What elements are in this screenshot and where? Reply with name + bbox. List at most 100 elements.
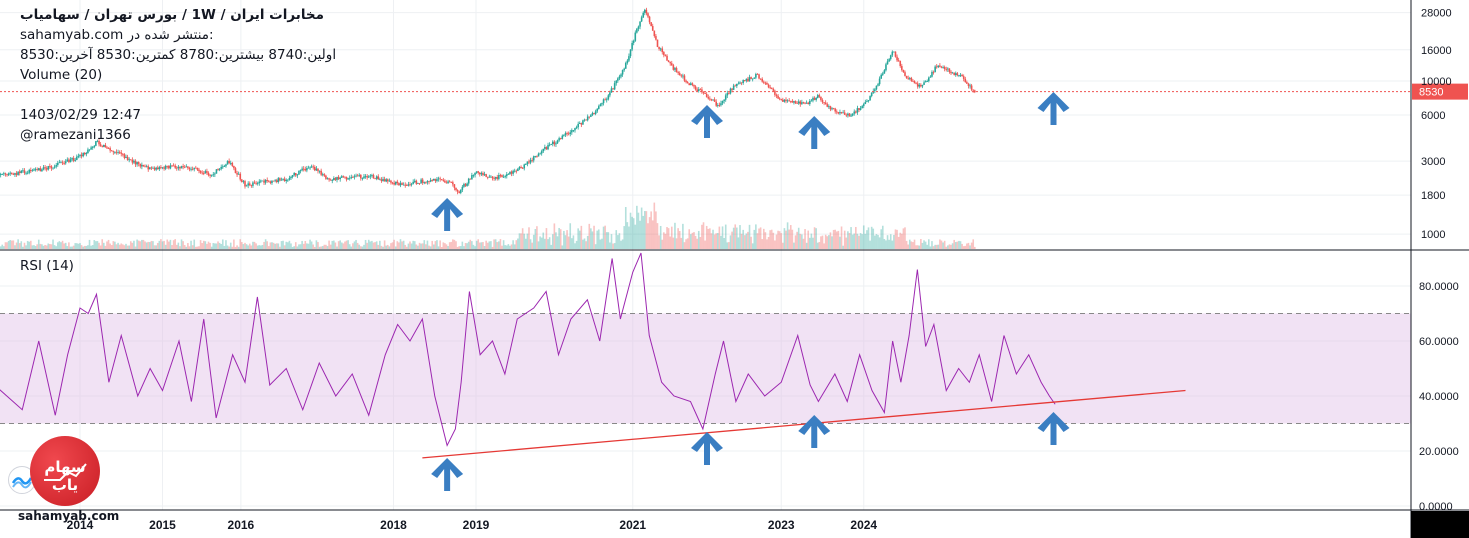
candle-body <box>574 128 576 131</box>
volume-bar <box>893 234 895 249</box>
volume-bar <box>716 233 719 249</box>
candle-body <box>149 167 151 170</box>
volume-bar <box>204 241 207 249</box>
rsi-legend[interactable]: RSI (14) <box>20 258 74 274</box>
volume-bar <box>401 241 403 249</box>
volume-bar <box>290 243 292 249</box>
volume-bar <box>591 231 594 249</box>
volume-bar <box>571 238 573 249</box>
volume-bar <box>747 231 749 249</box>
candle-body <box>320 170 322 175</box>
candle-body <box>125 156 127 159</box>
candle-body <box>551 141 554 145</box>
volume-bar <box>961 243 963 249</box>
volume-legend[interactable]: Volume (20) <box>20 67 103 83</box>
candle-body <box>831 108 833 110</box>
volume-bar <box>847 231 849 249</box>
volume-bar <box>463 246 465 249</box>
volume-bar <box>490 241 492 249</box>
candle-body <box>285 180 288 182</box>
volume-bar <box>883 239 886 249</box>
x-tick-label: 2024 <box>850 518 877 532</box>
volume-bar <box>98 242 100 249</box>
candle-body <box>358 174 361 176</box>
volume-bar <box>110 245 113 249</box>
volume-bar <box>190 240 192 249</box>
candle-body <box>9 172 11 174</box>
candle-body <box>778 98 781 100</box>
volume-bar <box>393 239 395 249</box>
rsi-tick-label: 20.0000 <box>1419 446 1459 458</box>
candle-body <box>482 172 484 176</box>
candle-body <box>812 97 814 101</box>
volume-bar <box>302 243 305 249</box>
candle-body <box>699 89 702 91</box>
chart-title[interactable]: مخابرات ایران / 1W / بورس تهران / سهامیا… <box>20 7 324 23</box>
candle-body <box>475 171 478 173</box>
candle-body <box>274 180 276 182</box>
x-tick-label: 2016 <box>228 518 255 532</box>
volume-bar <box>948 244 951 249</box>
volume-bar <box>310 241 313 249</box>
candle-body <box>160 167 162 168</box>
candle-body <box>724 95 727 100</box>
volume-bar <box>788 229 790 249</box>
volume-bar <box>355 239 357 249</box>
candle-body <box>866 101 868 102</box>
volume-bar <box>920 239 922 249</box>
volume-bar <box>239 239 242 249</box>
volume-bar <box>125 243 127 249</box>
candle-body <box>236 173 238 175</box>
candle-body <box>267 180 270 182</box>
candle-body <box>793 101 795 103</box>
volume-bar <box>864 233 867 249</box>
volume-bar <box>629 212 632 249</box>
candle-body <box>712 99 714 101</box>
brand-footer[interactable]: sahamyab.com <box>18 509 120 523</box>
volume-bar <box>321 246 324 249</box>
candle-body <box>122 153 124 155</box>
volume-bar <box>675 238 678 249</box>
candle-body <box>163 167 165 169</box>
volume-bar <box>588 223 591 249</box>
candle-body <box>747 78 749 82</box>
candle-body <box>556 140 559 144</box>
volume-bar <box>386 244 389 249</box>
candle-body <box>729 88 732 94</box>
volume-bar <box>964 245 967 249</box>
volume-bar <box>74 243 77 249</box>
volume-bar <box>680 237 683 249</box>
volume-bar <box>567 236 570 249</box>
volume-bar <box>360 246 362 249</box>
up-arrow-icon <box>431 198 464 231</box>
volume-bar <box>234 246 237 249</box>
volume-bar <box>123 245 126 249</box>
volume-bar <box>758 228 760 249</box>
candle-body <box>764 82 767 84</box>
candle-body <box>499 175 502 176</box>
candle-body <box>593 112 595 115</box>
volume-bar <box>260 245 262 249</box>
candle-body <box>756 74 759 75</box>
candle-body <box>348 177 351 179</box>
candle-body <box>1 174 4 175</box>
volume-bar <box>142 239 145 249</box>
volume-bar <box>853 233 856 249</box>
candle-body <box>218 168 221 170</box>
candle-body <box>555 143 557 145</box>
volume-bar <box>112 241 115 249</box>
candle-body <box>626 60 629 63</box>
volume-bar <box>845 237 848 249</box>
volume-bar <box>810 233 813 249</box>
candle-body <box>567 133 570 135</box>
volume-bar <box>296 246 299 249</box>
candle-body <box>596 108 599 112</box>
rsi-tick-label: 60.0000 <box>1419 336 1459 348</box>
candle-body <box>425 182 427 184</box>
volume-bar <box>678 231 681 249</box>
candle-body <box>517 168 519 171</box>
candle-body <box>888 59 890 62</box>
candle-body <box>263 180 265 183</box>
candle-body <box>891 51 894 56</box>
volume-bar <box>821 235 824 249</box>
